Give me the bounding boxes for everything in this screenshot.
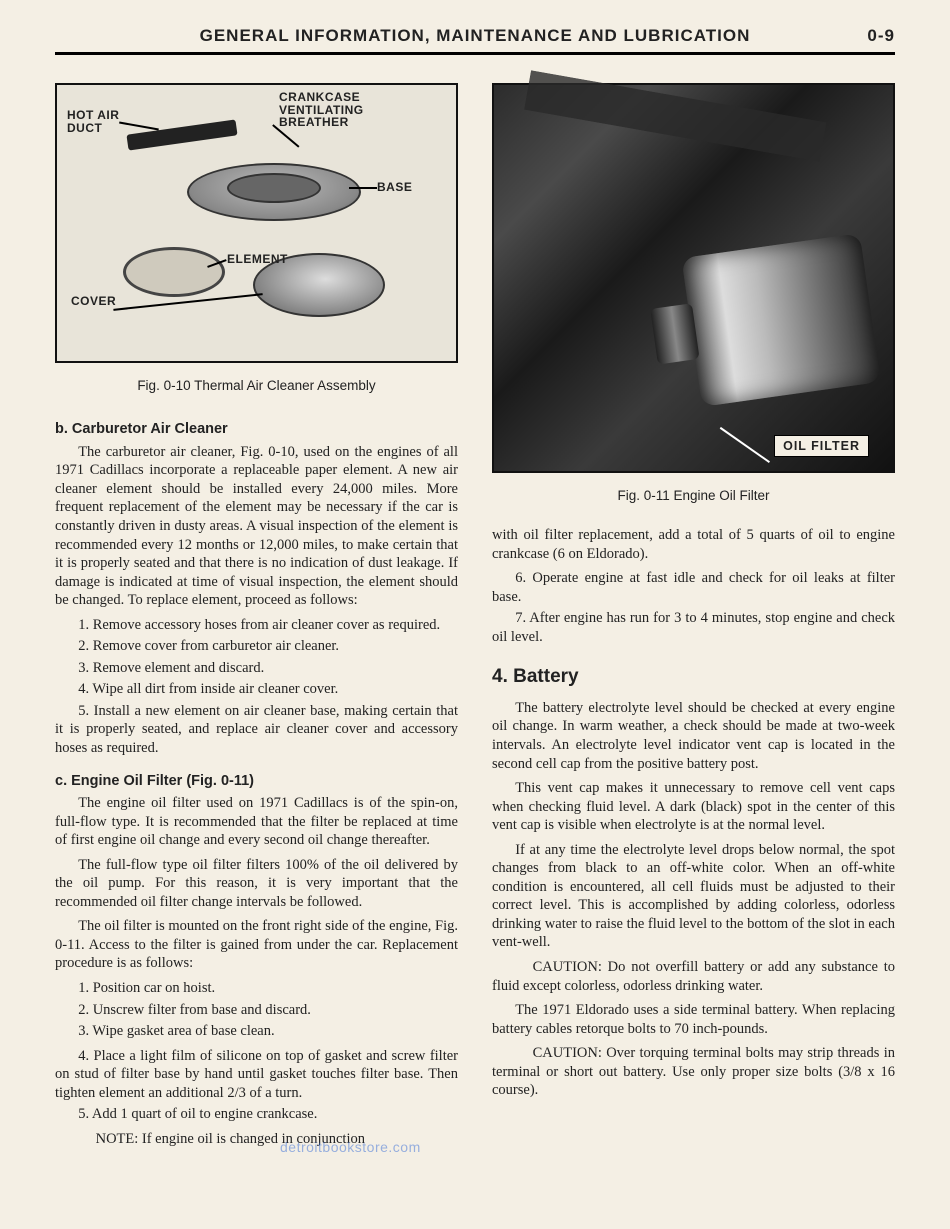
two-column-layout: HOT AIR DUCT CRANKCASE VENTILATING BREAT…	[55, 83, 895, 1154]
caution-battery-2: CAUTION: Over torquing terminal bolts ma…	[492, 1044, 895, 1100]
manual-page: GENERAL INFORMATION, MAINTENANCE AND LUB…	[0, 0, 950, 1229]
heading-battery: 4. Battery	[492, 665, 895, 689]
label-oil-filter: OIL FILTER	[774, 435, 869, 457]
photo-oil-filter	[681, 233, 880, 407]
figure-0-10-caption: Fig. 0-10 Thermal Air Cleaner Assembly	[55, 377, 458, 394]
para-battery-4: The 1971 Eldorado uses a side terminal b…	[492, 1001, 895, 1038]
para-c-2: The full-flow type oil filter filters 10…	[55, 856, 458, 912]
step-c-2: 2. Unscrew filter from base and discard.	[55, 1001, 458, 1020]
header-title: GENERAL INFORMATION, MAINTENANCE AND LUB…	[105, 26, 845, 46]
left-column: HOT AIR DUCT CRANKCASE VENTILATING BREAT…	[55, 83, 458, 1154]
step-7: 7. After engine has run for 3 to 4 minut…	[492, 609, 895, 646]
pointer-base	[349, 187, 377, 189]
step-b-3: 3. Remove element and discard.	[55, 659, 458, 678]
figure-0-10: HOT AIR DUCT CRANKCASE VENTILATING BREAT…	[55, 83, 458, 363]
step-c-3: 3. Wipe gasket area of base clean.	[55, 1022, 458, 1041]
step-b-1: 1. Remove accessory hoses from air clean…	[55, 616, 458, 635]
para-battery-1: The battery electrolyte level should be …	[492, 699, 895, 773]
page-number: 0-9	[845, 26, 895, 46]
diagram-base-inner	[227, 173, 321, 203]
step-6: 6. Operate engine at fast idle and check…	[492, 569, 895, 606]
step-c-4: 4. Place a light film of silicone on top…	[55, 1047, 458, 1103]
note-c: NOTE: If engine oil is changed in conjun…	[55, 1130, 458, 1149]
label-cover: COVER	[71, 295, 116, 308]
para-b-1: The carburetor air cleaner, Fig. 0-10, u…	[55, 443, 458, 610]
header-rule	[55, 52, 895, 55]
step-b-2: 2. Remove cover from carburetor air clea…	[55, 637, 458, 656]
step-b-5: 5. Install a new element on air cleaner …	[55, 702, 458, 758]
para-c-1: The engine oil filter used on 1971 Cadil…	[55, 794, 458, 850]
figure-0-11-caption: Fig. 0-11 Engine Oil Filter	[492, 487, 895, 504]
para-cont-1: with oil filter replacement, add a total…	[492, 526, 895, 563]
para-battery-3: If at any time the electrolyte level dro…	[492, 841, 895, 952]
step-b-4: 4. Wipe all dirt from inside air cleaner…	[55, 680, 458, 699]
para-c-3: The oil filter is mounted on the front r…	[55, 917, 458, 973]
label-base: BASE	[377, 181, 412, 194]
step-c-1: 1. Position car on hoist.	[55, 979, 458, 998]
label-hot-air-duct: HOT AIR DUCT	[67, 109, 119, 134]
page-header: GENERAL INFORMATION, MAINTENANCE AND LUB…	[55, 20, 895, 50]
diagram-element-ring	[123, 247, 225, 297]
step-c-5: 5. Add 1 quart of oil to engine crankcas…	[55, 1105, 458, 1124]
figure-0-11: OIL FILTER	[492, 83, 895, 473]
para-battery-2: This vent cap makes it unnecessary to re…	[492, 779, 895, 835]
heading-carburetor-air-cleaner: b. Carburetor Air Cleaner	[55, 420, 458, 439]
caution-battery-1: CAUTION: Do not overfill battery or add …	[492, 958, 895, 995]
right-column: OIL FILTER Fig. 0-11 Engine Oil Filter w…	[492, 83, 895, 1154]
label-crankcase: CRANKCASE VENTILATING BREATHER	[279, 91, 364, 129]
label-element: ELEMENT	[227, 253, 288, 266]
diagram-hot-air-duct	[127, 107, 247, 167]
heading-engine-oil-filter: c. Engine Oil Filter (Fig. 0-11)	[55, 772, 458, 791]
